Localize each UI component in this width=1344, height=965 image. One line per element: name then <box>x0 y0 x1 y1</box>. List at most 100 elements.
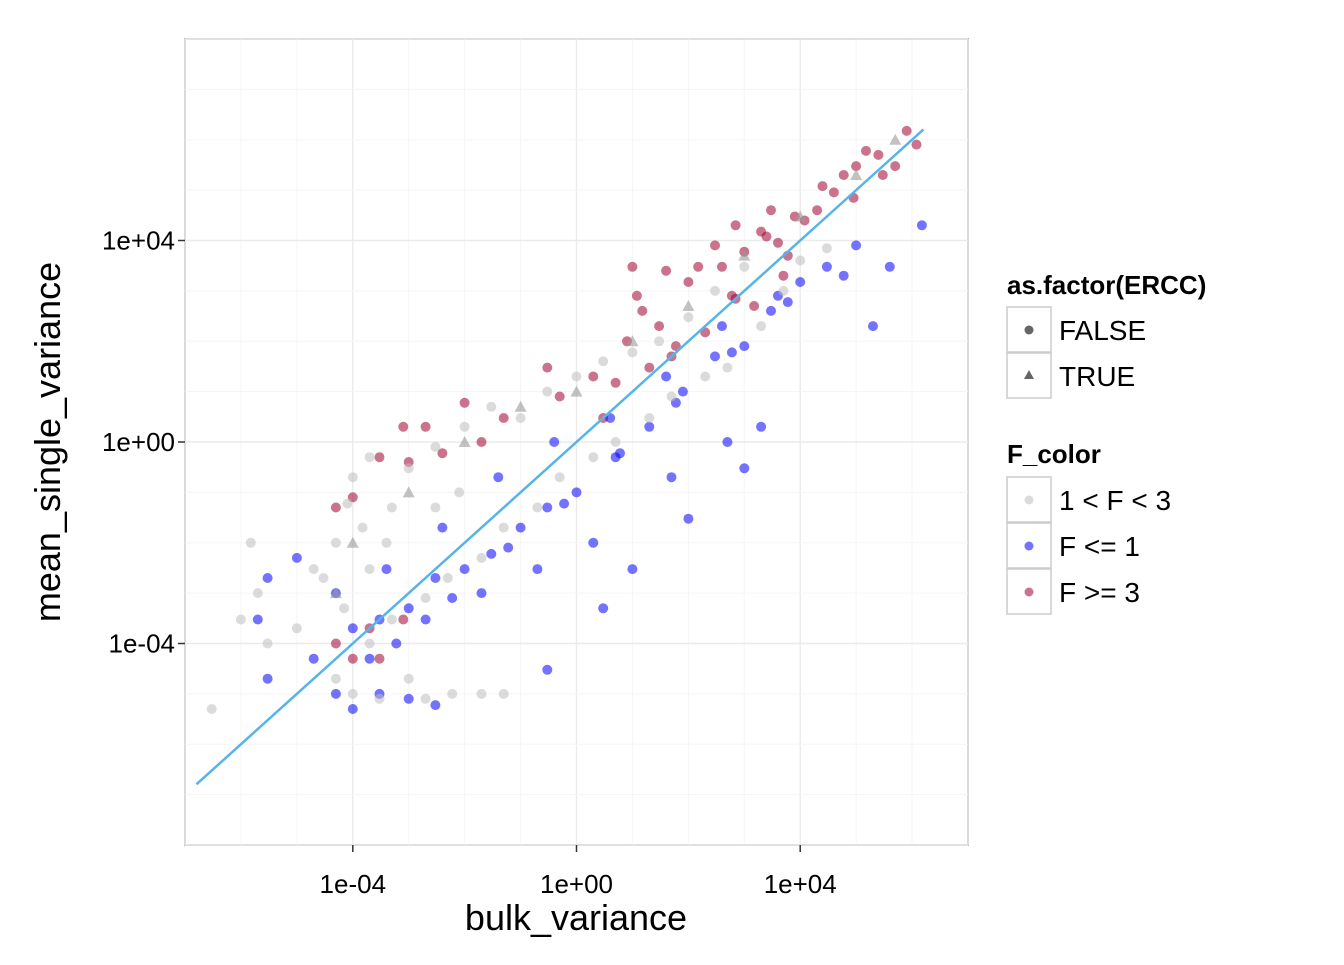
point-f-1 <box>252 614 263 625</box>
point-f-1 <box>308 653 319 664</box>
point-f-1 <box>330 688 341 699</box>
point-f-1 <box>262 673 273 684</box>
point-1-f-3 <box>403 673 414 684</box>
point-f-1 <box>710 351 720 362</box>
point-f-3 <box>610 377 621 388</box>
point-f-3 <box>498 413 509 423</box>
point-f-3 <box>911 139 922 150</box>
point-f-3 <box>851 161 862 172</box>
point-f-3 <box>631 290 642 301</box>
point-f-1 <box>588 537 599 548</box>
point-f-3 <box>761 231 772 242</box>
point-1-f-3 <box>532 502 543 513</box>
point-f-1 <box>291 552 302 563</box>
point-f-1 <box>683 513 694 524</box>
legend-label-high: F >= 3 <box>1059 577 1140 608</box>
point-f-3 <box>693 261 704 272</box>
point-f-3 <box>476 437 487 447</box>
point-f-3 <box>710 240 720 251</box>
point-1-f-3 <box>683 312 694 323</box>
point-f-3 <box>330 502 341 513</box>
point-1-f-3 <box>666 391 677 402</box>
point-f-3 <box>890 161 901 172</box>
point-1-f-3 <box>739 261 750 272</box>
legend-label-false: FALSE <box>1059 315 1146 346</box>
point-f-1 <box>493 472 504 483</box>
point-f-3 <box>374 653 385 664</box>
point-f-1 <box>868 321 878 332</box>
point-1-f-3 <box>308 564 319 575</box>
point-f-1 <box>644 421 655 432</box>
point-1-f-3 <box>342 498 353 509</box>
point-1-f-3 <box>778 285 789 296</box>
point-1-f-3 <box>486 401 497 412</box>
point-f-1 <box>542 502 553 513</box>
point-1-f-3 <box>610 437 621 447</box>
point-1-f-3 <box>347 688 358 699</box>
point-1-f-3 <box>442 573 453 583</box>
reference-line <box>195 128 925 786</box>
legend-label-true: TRUE <box>1059 361 1135 392</box>
legend-fcolor: F_color 1 < F < 3 F <= 1 F >= 3 <box>1006 439 1171 615</box>
point-f-3 <box>730 220 741 231</box>
point-f-1 <box>615 448 625 459</box>
point-f-1 <box>437 522 448 533</box>
point-1-f-3 <box>756 321 767 332</box>
point-f-1 <box>262 573 273 583</box>
point-1-f-3 <box>476 688 487 699</box>
point-f-1 <box>403 603 414 614</box>
point-f-3 <box>347 653 358 664</box>
y-tick-label: 1e-04 <box>109 629 176 659</box>
point-1-f-3 <box>330 537 341 548</box>
point-f-3 <box>838 170 849 180</box>
point-1-f-3 <box>347 472 358 483</box>
point-f-3 <box>330 638 341 649</box>
point-ercc-true <box>794 210 807 222</box>
x-tick-label: 1e+00 <box>540 869 613 899</box>
point-f-3 <box>877 170 888 180</box>
point-f-1 <box>430 700 441 711</box>
point-f-3 <box>374 452 385 463</box>
point-f-1 <box>598 603 609 614</box>
legend-triangle-icon <box>1024 370 1034 379</box>
point-1-f-3 <box>339 603 350 614</box>
point-f-1 <box>739 463 750 474</box>
point-ercc-true <box>889 133 902 145</box>
point-f-1 <box>486 548 497 559</box>
point-f-1 <box>821 261 832 272</box>
point-f-1 <box>447 593 458 603</box>
point-1-f-3 <box>252 588 263 599</box>
point-1-f-3 <box>795 255 806 266</box>
point-1-f-3 <box>262 638 273 649</box>
point-1-f-3 <box>459 421 470 432</box>
point-ercc-true <box>570 385 583 397</box>
point-ercc-true <box>626 335 639 347</box>
point-f-1 <box>766 305 776 316</box>
point-1-f-3 <box>515 413 526 423</box>
legend-label-low: F <= 1 <box>1059 531 1140 562</box>
point-1-f-3 <box>364 452 375 463</box>
point-f-1 <box>347 704 358 714</box>
x-axis-ticks: 1e-04 1e+00 1e+04 <box>320 845 837 899</box>
point-1-f-3 <box>498 688 509 699</box>
point-f-3 <box>749 301 760 311</box>
point-f-3 <box>420 421 431 432</box>
point-f-1 <box>571 487 582 498</box>
x-tick-label: 1e+04 <box>764 869 837 899</box>
point-f-3 <box>542 362 553 373</box>
point-f-1 <box>347 623 358 634</box>
point-f-3 <box>627 261 638 272</box>
point-1-f-3 <box>318 573 329 583</box>
point-1-f-3 <box>710 285 720 296</box>
point-1-f-3 <box>364 564 375 575</box>
point-ercc-true <box>682 300 695 312</box>
point-f-3 <box>812 205 823 216</box>
point-1-f-3 <box>476 552 487 563</box>
point-ercc-true <box>346 536 359 548</box>
point-1-f-3 <box>722 362 733 373</box>
point-1-f-3 <box>542 386 553 397</box>
point-f-1 <box>782 297 793 308</box>
point-ercc-true <box>402 486 415 498</box>
